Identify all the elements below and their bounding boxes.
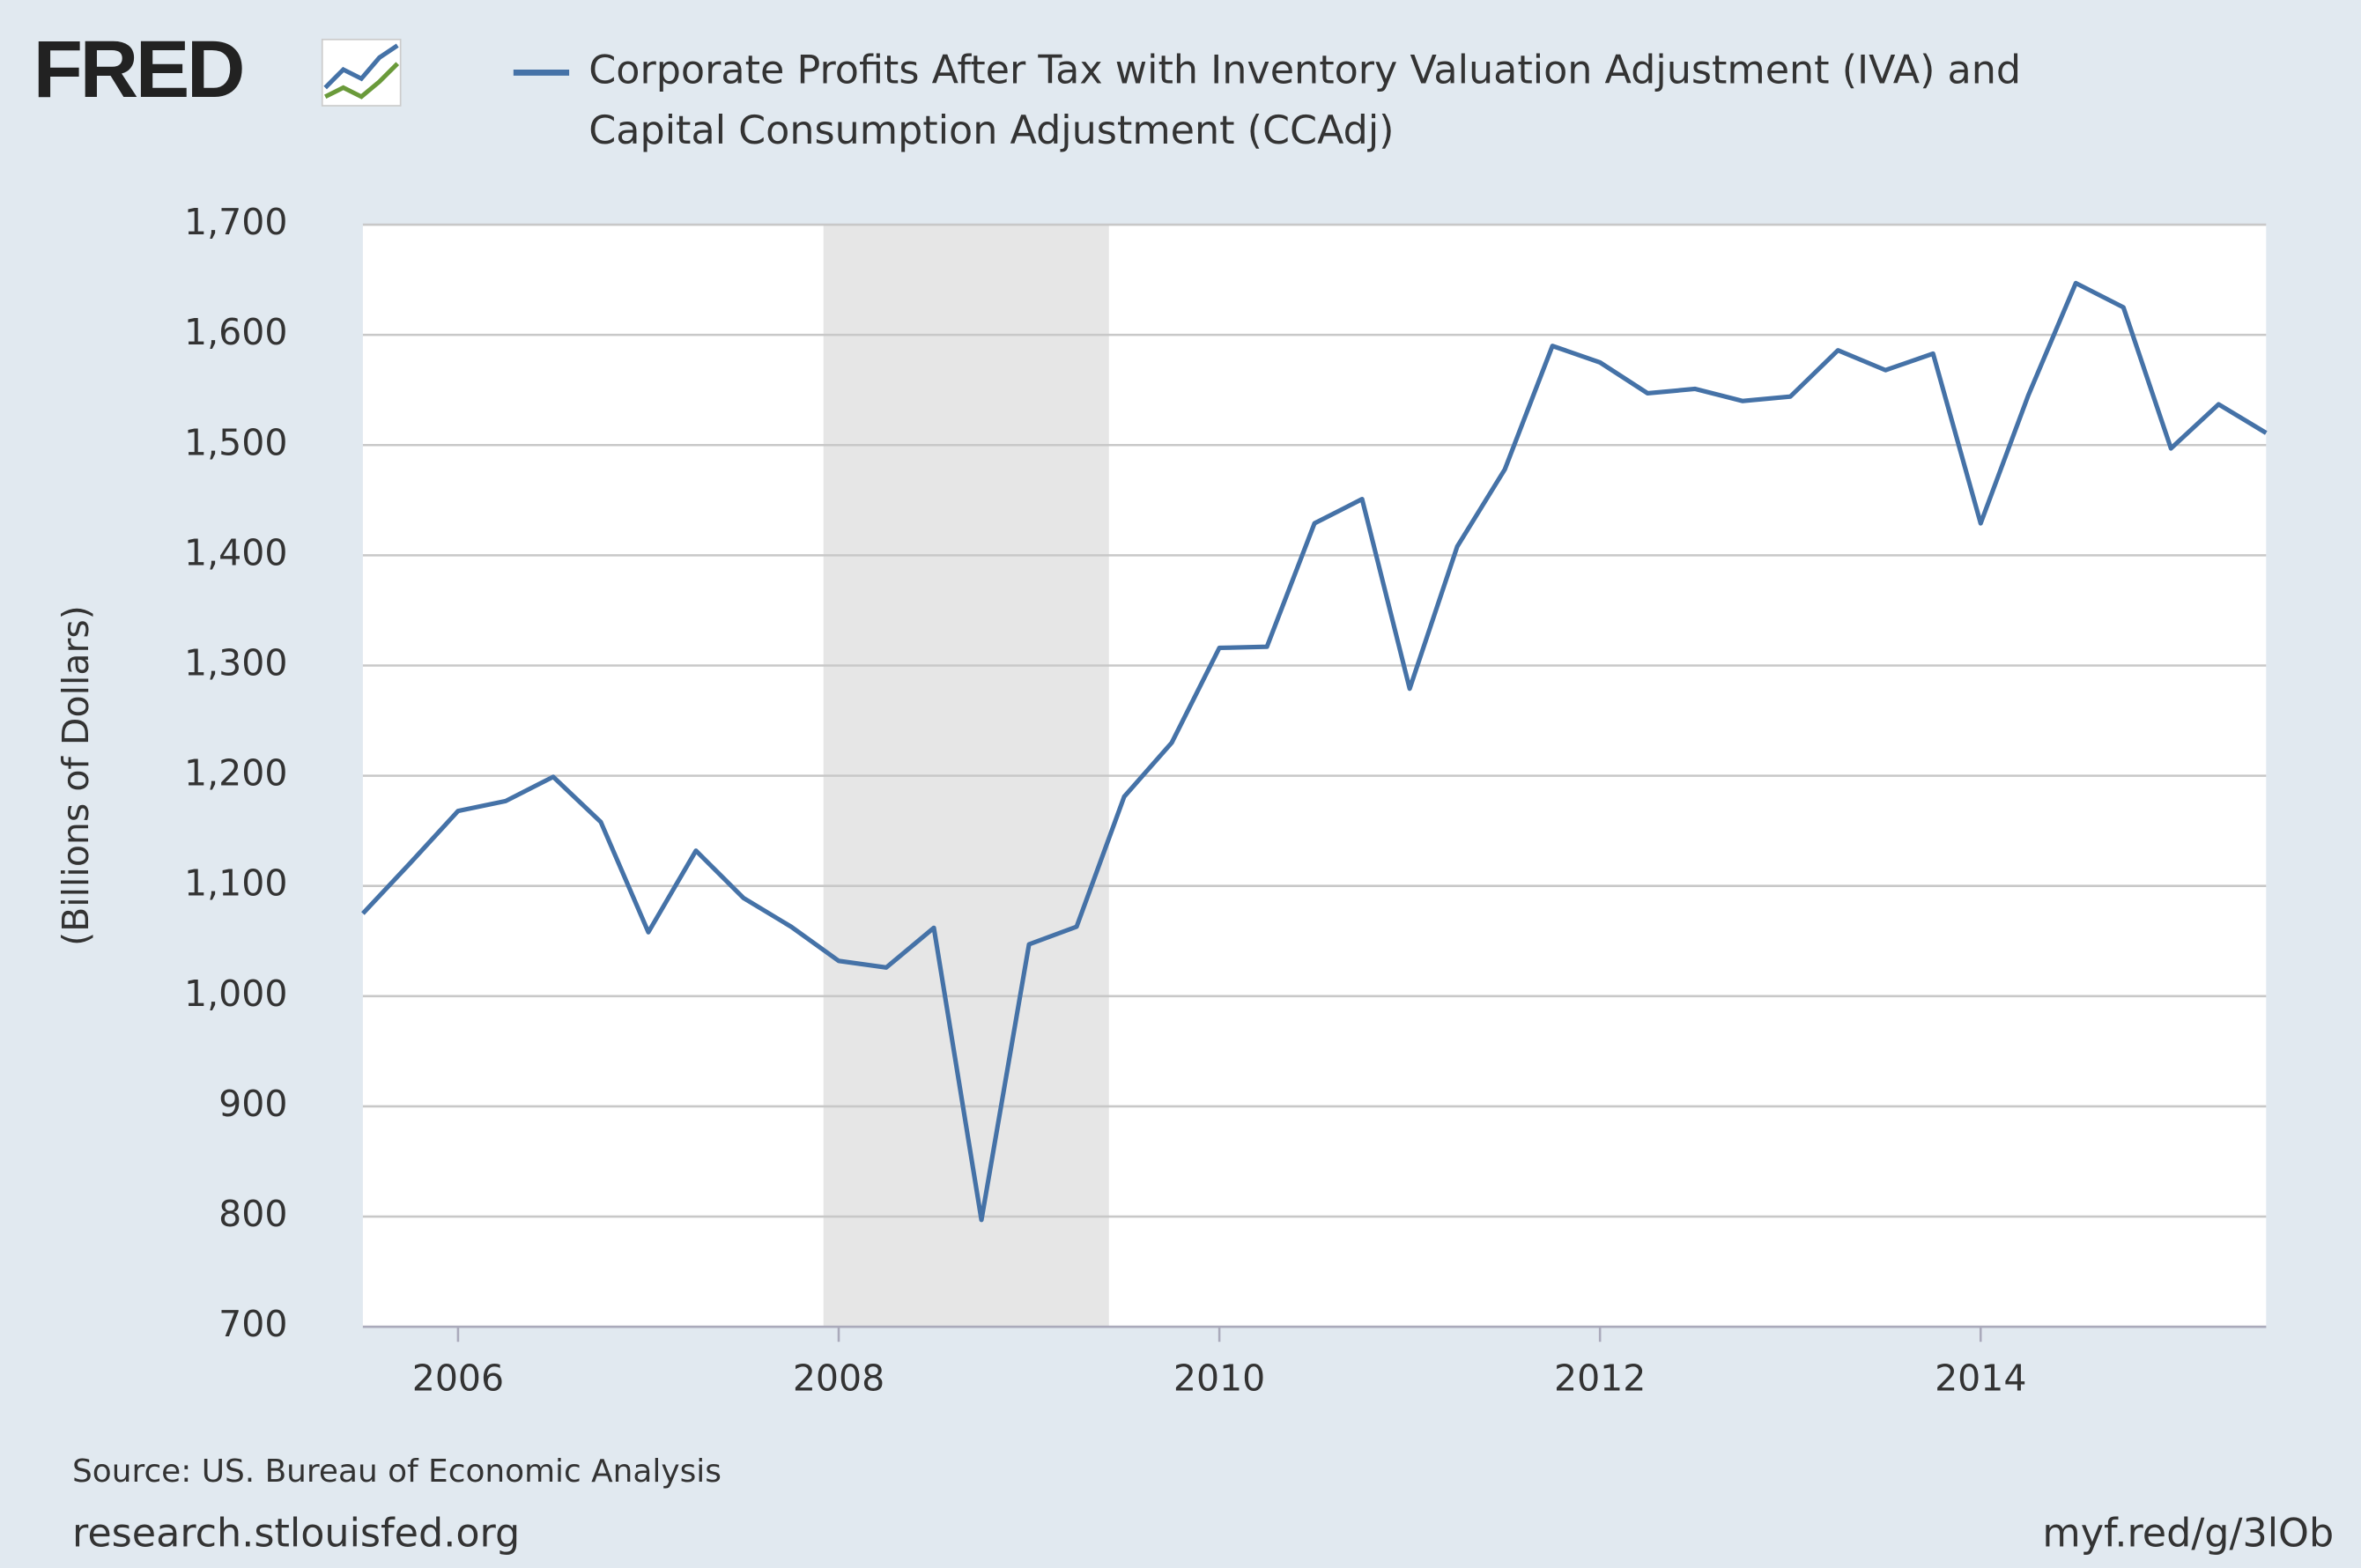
y-tick-label: 1,100: [184, 862, 287, 905]
y-tick-label: 1,200: [184, 752, 287, 795]
source: Source: US. Bureau of Economic Analysis: [72, 1453, 722, 1490]
short-link: myf.red/g/3lOb: [2042, 1512, 2334, 1557]
y-tick-label: 1,600: [184, 311, 287, 353]
x-tick-label: 2006: [412, 1357, 504, 1400]
logo: FRED: [33, 23, 243, 115]
y-tick-label: 900: [218, 1083, 287, 1125]
y-tick-label: 1,000: [184, 973, 287, 1015]
y-tick-label: 1,700: [184, 201, 287, 243]
y-tick-label: 800: [218, 1193, 287, 1235]
site: research.stlouisfed.org: [72, 1512, 520, 1557]
y-axis-label: (Billions of Dollars): [55, 605, 97, 946]
y-tick-label: 1,400: [184, 531, 287, 573]
y-tick-label: 1,500: [184, 421, 287, 463]
y-tick-label: 1,300: [184, 641, 287, 684]
y-tick-label: 700: [218, 1303, 287, 1345]
x-tick-label: 2010: [1173, 1357, 1265, 1400]
legend-entry: Corporate Profits After Tax with Invento…: [588, 48, 2033, 152]
x-tick-label: 2012: [1554, 1357, 1646, 1400]
x-tick-label: 2014: [1935, 1357, 2026, 1400]
data-line: [361, 280, 2268, 1223]
logo-icon: [321, 38, 402, 107]
x-tick-label: 2008: [793, 1357, 884, 1400]
